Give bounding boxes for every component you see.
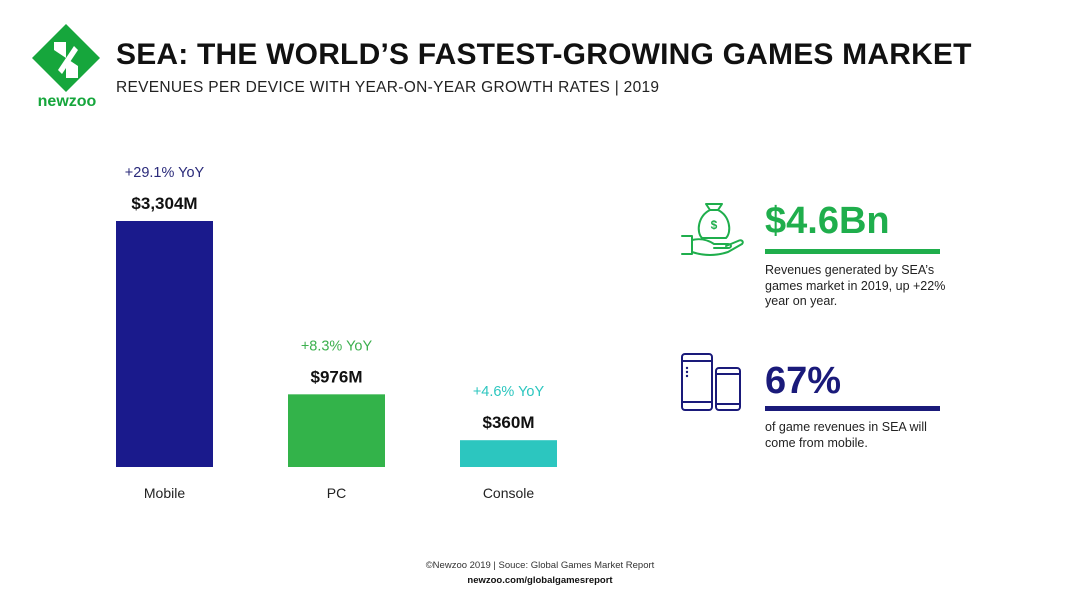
brand-name: newzoo xyxy=(37,93,97,110)
page-title: SEA: THE WORLD’S FASTEST-GROWING GAMES M… xyxy=(116,38,972,71)
bar-growth-label: +29.1% YoY xyxy=(125,165,205,181)
phone-tablet-icon xyxy=(681,353,741,411)
footer-url[interactable]: newzoo.com/globalgamesreport xyxy=(467,575,613,586)
bar-pc xyxy=(288,394,385,467)
money-bag-hand-icon: $ xyxy=(681,203,744,256)
category-label: Console xyxy=(483,485,535,501)
footer-source: ©Newzoo 2019 | Souce: Global Games Marke… xyxy=(425,560,655,571)
bar-value-label: $976M xyxy=(311,367,363,386)
mobile-share-value: 67% xyxy=(765,360,842,402)
bar-value-label: $3,304M xyxy=(131,194,197,213)
revenue-bar-chart: $3,304M +29.1% YoY Mobile $976M +8.3% YoY PC $… xyxy=(116,165,557,501)
total-revenue-value: $4.6Bn xyxy=(765,200,890,242)
page-subtitle: REVENUES PER DEVICE WITH YEAR-ON-YEAR GR… xyxy=(116,79,660,96)
bar-console xyxy=(460,440,557,467)
mobile-share-description: of game revenues in SEA will come from m… xyxy=(765,420,927,450)
stat-underline xyxy=(765,249,940,254)
bar-growth-label: +4.6% YoY xyxy=(473,384,545,400)
bar-growth-label: +8.3% YoY xyxy=(301,338,373,354)
bar-mobile xyxy=(116,221,213,467)
newzoo-logo xyxy=(32,24,100,92)
category-label: PC xyxy=(327,485,346,501)
svg-text:$: $ xyxy=(711,218,718,232)
stat-underline xyxy=(765,406,940,411)
total-revenue-description: Revenues generated by SEA’s games market… xyxy=(765,263,946,308)
bar-value-label: $360M xyxy=(483,413,535,432)
category-label: Mobile xyxy=(144,485,185,501)
